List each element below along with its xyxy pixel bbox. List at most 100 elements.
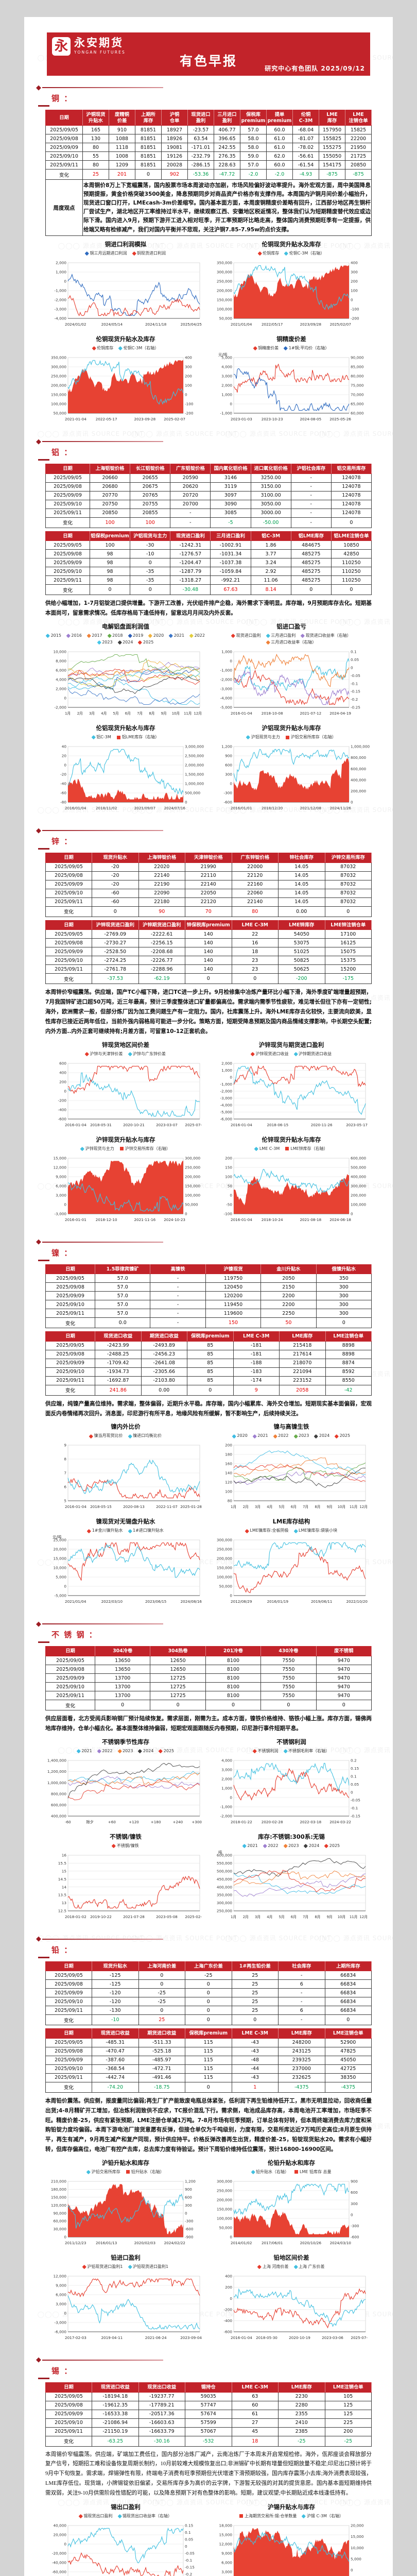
legend-label: 伦铜库存	[97, 346, 114, 351]
data-table-zn: 日期 现货升贴水 上海锌锭价格 天津锌锭价格 广东锌锭价格 锌社会库存 沪锌交易所库存 202…	[45, 853, 372, 917]
legend-marker-icon	[232, 1434, 236, 1438]
svg-el: 0	[230, 2235, 232, 2240]
table-cell: -120	[92, 1988, 139, 1998]
table-cell: 300	[316, 1282, 372, 1292]
table-cell: 22000	[231, 862, 279, 872]
legend-marker-icon	[126, 2170, 130, 2174]
svg-el: +240	[172, 1820, 183, 1824]
table-cell: -1287.79	[170, 567, 211, 577]
legend-item: 2023	[97, 639, 113, 646]
svg-el: -5,000	[220, 1110, 232, 1114]
chart-plot: 18,00015,00012,0009,0006,0003,000020,000…	[219, 2523, 364, 2576]
chart-title: 伦锌现货升贴水与库存	[262, 1136, 321, 1143]
svg-el: 7月	[303, 1505, 308, 1509]
section-title-underline	[38, 1259, 49, 1261]
svg-el: -0.05	[351, 1798, 360, 1802]
svg-el: 0.05	[351, 657, 359, 662]
svg-el: 15,000	[53, 1556, 66, 1561]
svg-el: 7月	[137, 711, 143, 716]
svg-el: 2,000	[56, 687, 66, 691]
chart-plot: 1,0000-1,000-2,000-3,000-4,000-5,0000.10…	[220, 650, 360, 716]
column-header: LME锌库存	[278, 920, 325, 930]
table-cell: 3090	[210, 499, 251, 509]
svg-el: 15	[62, 1869, 66, 1873]
svg-el: 100	[351, 289, 358, 293]
svg-el: -200	[223, 2307, 232, 2312]
chart-legend: 2015 2016 2017 2018 2019 2020 2021 2022 2023 2024…	[45, 633, 206, 646]
section-title-underline	[38, 848, 49, 850]
table-cell: 2025/09/08	[45, 1979, 92, 1989]
legend-marker-icon	[257, 2265, 262, 2269]
column-header: 废不锈钢	[316, 1646, 372, 1657]
svg-el: 10月	[172, 711, 180, 716]
chart-title: 电解铝盘面利润值	[102, 623, 149, 631]
table-cell: 2025/09/10	[45, 2064, 92, 2074]
svg-el: 0.15	[351, 1766, 359, 1771]
svg-el: 2016-01-01	[65, 1217, 86, 1222]
svg-el: 2018-10-24	[262, 1217, 283, 1222]
legend-item: 沪锡 C-3M（右轴）	[302, 2513, 343, 2519]
column-header: 现货进口盈利	[170, 531, 211, 541]
change-label: 变化	[45, 584, 90, 596]
table-body: 2025/09/05 -125 0 -25 25-66834 2025/09/08 -125…	[45, 1971, 372, 2026]
legend-label: 不锈钢/镍铁	[116, 1843, 139, 1848]
svg-el: 350,000	[217, 261, 233, 265]
table-cell: 3.24	[250, 558, 291, 568]
table-cell: -183	[233, 1367, 280, 1377]
table-cell: 25	[231, 1997, 279, 2007]
svg-el: -3,000	[220, 687, 232, 691]
column-header: 广东铝锭价格	[170, 464, 211, 474]
change-cell: 70	[185, 906, 232, 917]
column-header: 上期所库存	[324, 1961, 372, 1972]
table-cell: 22140	[185, 879, 232, 889]
legend-item: 2024	[138, 1748, 153, 1754]
table-cell: 20028	[161, 160, 188, 170]
table-cell: 85	[187, 1358, 234, 1368]
table-cell: 14.05	[278, 897, 325, 907]
table-cell: 110250	[331, 558, 372, 568]
svg-el: -5,000	[220, 705, 232, 710]
legend-marker-icon	[159, 1749, 163, 1753]
table-row: 2025/09/05 57.0-119750 2050 350	[45, 1274, 372, 1283]
table-cell: -1059.84	[210, 567, 251, 577]
svg-el: +180	[151, 1820, 161, 1824]
table-cell: 1.86	[250, 540, 291, 550]
table-cell: 20655	[130, 473, 171, 483]
legend-marker-icon	[78, 2514, 83, 2518]
yongan-logo-icon: 永	[52, 37, 71, 56]
table-row: 2025/09/09 13700 12725 8100 7550 9470	[45, 1673, 372, 1683]
legend-label: 2020	[237, 1433, 248, 1438]
svg-el: 1月	[65, 711, 71, 716]
divider-diamond-icon: ◆	[36, 1620, 41, 1628]
table-cell: 124078	[331, 508, 372, 518]
legend-label: 上海 河南价差	[262, 2264, 289, 2269]
chart-title: 锌现货地区间价差	[102, 1041, 149, 1048]
svg-el: 20,000	[53, 2532, 66, 2537]
column-header: 废精铜 价差	[109, 109, 135, 126]
svg-el: 2019-10-22	[90, 1914, 112, 1919]
column-header: 沪铝社会库存	[290, 464, 332, 474]
chart-title: 沪锌现货升贴水与库存	[96, 1136, 155, 1143]
chart-pb: 铅地区间价差 上海 河南价差 上海 广东价差 400 200 0 -200 -400 -600 2…	[211, 2253, 372, 2342]
svg-el: 2022-03-18	[300, 1820, 321, 1824]
chart-title: 伦铜现货升贴水及库存	[262, 241, 321, 248]
legend-label: LME C-3M	[259, 1146, 280, 1151]
svg-el: 300	[351, 270, 358, 275]
svg-el: -3,000	[54, 307, 66, 312]
table-cell: 13700	[94, 1682, 151, 1692]
svg-el: 2,000,000	[185, 763, 204, 768]
series-line	[67, 1542, 200, 1581]
legend-label: 不锈钢毛利率（右轴）	[288, 1748, 329, 1753]
change-cell: 0	[185, 2014, 232, 2026]
table-cell: -	[278, 1997, 325, 2007]
table-cell: 0	[185, 1997, 232, 2007]
table-cell: 87032	[324, 871, 372, 880]
svg-el: 2016/01/01	[231, 806, 252, 810]
series-line	[67, 679, 200, 705]
legend-label: 2022	[278, 1433, 289, 1438]
legend-marker-icon	[128, 634, 132, 638]
change-cell: 0	[290, 584, 332, 596]
table-row: 2025/09/05 13650 12650 8100 7550 9470	[45, 1656, 372, 1666]
svg-el: 150	[225, 1165, 232, 1170]
